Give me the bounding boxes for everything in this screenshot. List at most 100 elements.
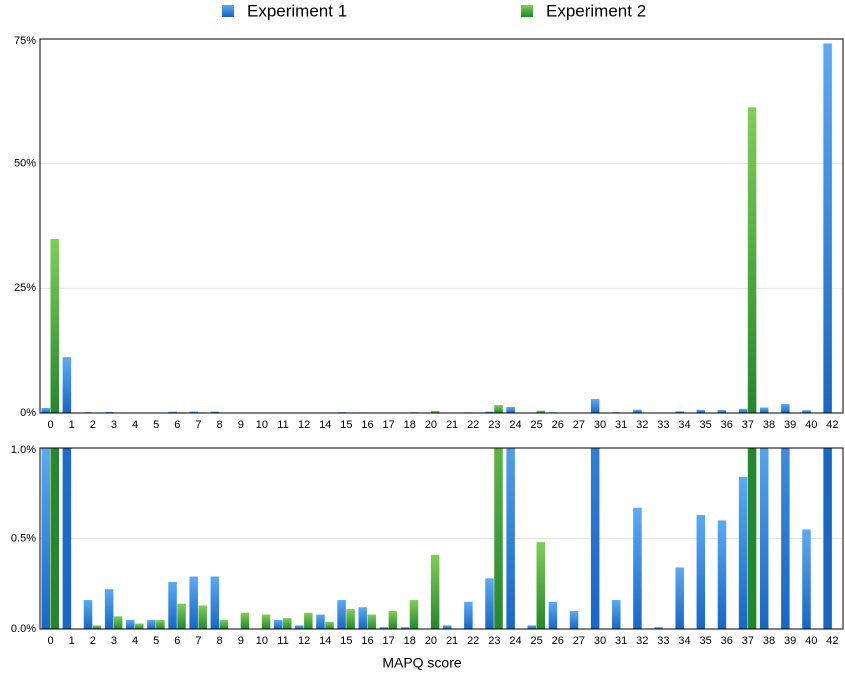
bar — [802, 529, 811, 629]
x-axis-label: MAPQ score — [382, 655, 462, 671]
bar — [717, 520, 727, 629]
x-tick-label: 18 — [404, 419, 416, 431]
bar — [62, 357, 72, 413]
x-tick-label: 36 — [721, 635, 733, 647]
x-tick-label: 10 — [256, 635, 268, 647]
x-tick-label: 16 — [361, 635, 373, 647]
x-tick-label: 17 — [383, 635, 395, 647]
bar — [506, 448, 515, 629]
x-tick-label: 0 — [48, 635, 54, 647]
x-tick-label: 14 — [319, 635, 331, 647]
bar — [168, 411, 177, 413]
x-tick-label: 4 — [132, 635, 138, 647]
bar — [337, 600, 346, 629]
x-tick-label: 1 — [69, 419, 75, 431]
bar — [675, 567, 684, 629]
x-tick-label: 36 — [721, 419, 733, 431]
x-tick-label: 26 — [552, 635, 564, 647]
x-tick-label: 30 — [594, 419, 606, 431]
bar — [485, 411, 494, 413]
bar — [527, 625, 537, 629]
x-tick-label: 34 — [678, 635, 690, 647]
x-tick-label: 20 — [425, 419, 437, 431]
bar — [747, 107, 757, 414]
bar — [590, 399, 600, 413]
bar — [536, 542, 546, 629]
bar — [113, 616, 123, 629]
bar — [675, 411, 684, 413]
bar — [738, 476, 748, 629]
bar — [696, 514, 706, 629]
bar — [177, 603, 186, 629]
x-tick-label: 2 — [90, 635, 96, 647]
bar — [219, 619, 229, 629]
x-tick-label: 25 — [530, 419, 542, 431]
x-tick-label: 18 — [404, 635, 416, 647]
x-tick-label: 39 — [784, 419, 796, 431]
x-tick-label: 31 — [615, 635, 627, 647]
bar — [261, 614, 271, 629]
x-tick-label: 16 — [361, 419, 373, 431]
y-tick-label: 0% — [20, 407, 36, 419]
bar — [41, 448, 50, 629]
legend-swatch — [521, 5, 533, 17]
x-tick-label: 27 — [573, 635, 585, 647]
x-tick-label: 15 — [340, 635, 352, 647]
bar — [654, 627, 663, 629]
bar — [135, 623, 144, 629]
bar — [126, 619, 135, 629]
x-tick-label: 7 — [195, 419, 201, 431]
x-tick-label: 27 — [573, 419, 585, 431]
x-tick-label: 32 — [636, 419, 648, 431]
x-tick-label: 38 — [763, 635, 775, 647]
bar — [358, 607, 367, 629]
x-tick-label: 7 — [195, 635, 201, 647]
x-tick-label: 0 — [48, 419, 54, 431]
x-tick-label: 25 — [530, 635, 542, 647]
x-tick-label: 8 — [217, 635, 223, 647]
x-tick-label: 21 — [446, 635, 458, 647]
x-tick-label: 5 — [153, 635, 159, 647]
bar — [548, 601, 558, 629]
bar — [316, 614, 325, 629]
bar — [536, 410, 546, 413]
bar — [210, 411, 220, 413]
bar — [747, 448, 757, 629]
x-tick-label: 40 — [805, 635, 817, 647]
bar — [569, 610, 579, 629]
x-tick-label: 37 — [742, 419, 754, 431]
legend-swatch — [222, 5, 234, 17]
bar — [823, 448, 832, 629]
x-tick-label: 37 — [742, 635, 754, 647]
bar — [696, 409, 706, 413]
plot-frame — [39, 38, 844, 414]
bar — [189, 411, 198, 413]
bars — [41, 43, 832, 414]
plot-frame — [39, 447, 844, 630]
x-tick-label: 6 — [174, 419, 180, 431]
x-tick-label: 4 — [132, 419, 138, 431]
x-tick-label: 39 — [784, 635, 796, 647]
x-tick-label: 20 — [425, 635, 437, 647]
bar — [282, 618, 292, 629]
x-tick-label: 10 — [256, 419, 268, 431]
bars — [41, 448, 832, 629]
bar — [104, 411, 114, 413]
x-tick-label: 42 — [826, 635, 838, 647]
legend-label: Experiment 2 — [546, 1, 646, 20]
bar — [198, 605, 207, 629]
bar — [62, 448, 72, 629]
bar — [156, 619, 165, 629]
x-tick-label: 34 — [678, 419, 690, 431]
bar — [485, 578, 494, 629]
x-tick-label: 35 — [700, 635, 712, 647]
bar — [83, 600, 93, 629]
x-tick-label: 31 — [615, 419, 627, 431]
x-tick-label: 14 — [319, 419, 331, 431]
bar — [409, 600, 419, 629]
bar — [304, 612, 313, 629]
x-tick-label: 5 — [153, 419, 159, 431]
x-tick-label: 33 — [657, 635, 669, 647]
x-tick-label: 15 — [340, 419, 352, 431]
